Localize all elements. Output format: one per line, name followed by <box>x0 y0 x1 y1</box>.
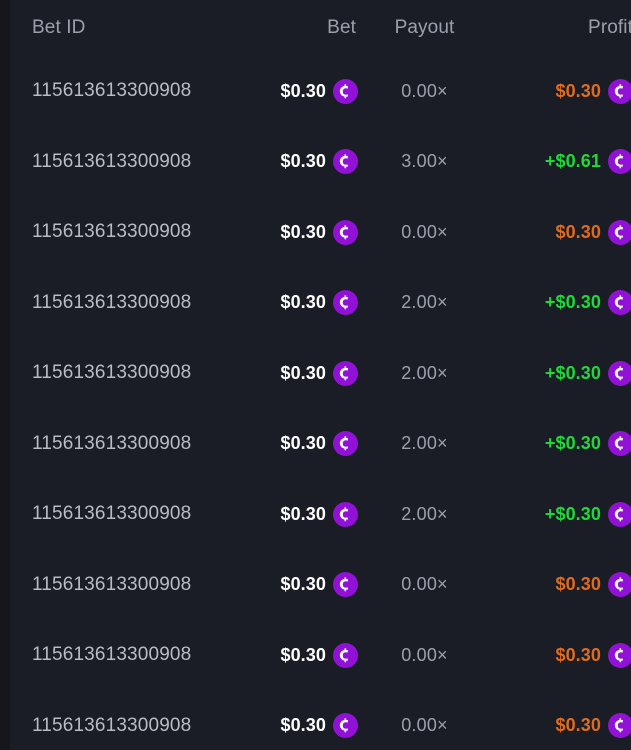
cell-profit: +$0.30 <box>487 290 631 316</box>
table-body: 115613613300908 $0.30 0.00× $0.30 11561361… <box>10 56 631 750</box>
bet-amount-text: $0.30 <box>280 221 326 242</box>
cent-coin-icon <box>608 78 631 104</box>
cell-payout: 2.00× <box>401 292 448 313</box>
profit-amount-text: +$0.30 <box>544 433 601 454</box>
table-row[interactable]: 115613613300908 $0.30 3.00× +$0.61 <box>10 127 631 198</box>
cell-profit: $0.30 <box>487 642 631 668</box>
bet-amount-text: $0.30 <box>280 503 326 524</box>
cell-payout: 2.00× <box>401 503 448 524</box>
bet-amount-text: $0.30 <box>280 80 326 101</box>
cell-bet-amount: $0.30 <box>250 219 362 245</box>
cell-bet-id[interactable]: 115613613300908 <box>32 291 192 313</box>
cent-coin-icon <box>608 149 631 175</box>
cent-coin-icon <box>333 431 358 457</box>
table-row[interactable]: 115613613300908 $0.30 0.00× $0.30 <box>10 197 631 268</box>
cell-payout: 0.00× <box>401 715 448 736</box>
profit-amount-text: $0.30 <box>555 221 601 242</box>
cent-coin-icon <box>608 360 631 386</box>
cell-profit: +$0.30 <box>487 501 631 527</box>
cell-profit: +$0.61 <box>487 149 631 175</box>
profit-amount-text: +$0.30 <box>544 503 601 524</box>
cell-bet-id[interactable]: 115613613300908 <box>32 503 192 525</box>
cell-profit: $0.30 <box>487 219 631 245</box>
cell-bet-amount: $0.30 <box>250 149 362 175</box>
cell-bet-amount: $0.30 <box>250 572 362 598</box>
bet-amount-text: $0.30 <box>280 433 326 454</box>
column-header-bet-id[interactable]: Bet ID <box>32 17 86 38</box>
cell-profit: +$0.30 <box>487 431 631 457</box>
bet-amount-text: $0.30 <box>280 644 326 665</box>
cell-bet-amount: $0.30 <box>250 642 362 668</box>
cell-payout: 0.00× <box>401 80 448 101</box>
table-row[interactable]: 115613613300908 $0.30 2.00× +$0.30 <box>10 479 631 550</box>
table-row[interactable]: 115613613300908 $0.30 2.00× +$0.30 <box>10 268 631 339</box>
cent-coin-icon <box>333 713 358 739</box>
cell-bet-id[interactable]: 115613613300908 <box>32 80 192 102</box>
bet-amount-text: $0.30 <box>280 715 326 736</box>
cent-coin-icon <box>333 149 358 175</box>
table-row[interactable]: 115613613300908 $0.30 0.00× $0.30 <box>10 691 631 750</box>
cent-coin-icon <box>608 642 631 668</box>
cell-bet-id[interactable]: 115613613300908 <box>32 573 192 595</box>
cell-payout: 0.00× <box>401 221 448 242</box>
cell-bet-id[interactable]: 115613613300908 <box>32 221 192 243</box>
cent-coin-icon <box>608 290 631 316</box>
cent-coin-icon <box>333 219 358 245</box>
cell-bet-amount: $0.30 <box>250 431 362 457</box>
cell-profit: $0.30 <box>487 713 631 739</box>
profit-amount-text: $0.30 <box>555 80 601 101</box>
cell-bet-id[interactable]: 115613613300908 <box>32 150 192 172</box>
cell-payout: 2.00× <box>401 433 448 454</box>
cell-payout: 3.00× <box>401 151 448 172</box>
bet-amount-text: $0.30 <box>280 151 326 172</box>
cell-payout: 2.00× <box>401 362 448 383</box>
cell-profit: $0.30 <box>487 78 631 104</box>
profit-amount-text: $0.30 <box>555 574 601 595</box>
profit-amount-text: $0.30 <box>555 715 601 736</box>
bet-amount-text: $0.30 <box>280 292 326 313</box>
cent-coin-icon <box>333 642 358 668</box>
cell-bet-id[interactable]: 115613613300908 <box>32 714 192 736</box>
table-row[interactable]: 115613613300908 $0.30 0.00× $0.30 <box>10 550 631 621</box>
cent-coin-icon <box>333 501 358 527</box>
table-row[interactable]: 115613613300908 $0.30 2.00× +$0.30 <box>10 338 631 409</box>
profit-amount-text: +$0.30 <box>544 362 601 383</box>
table-row[interactable]: 115613613300908 $0.30 0.00× $0.30 <box>10 620 631 691</box>
cell-bet-id[interactable]: 115613613300908 <box>32 362 192 384</box>
cent-coin-icon <box>608 219 631 245</box>
cent-coin-icon <box>333 78 358 104</box>
profit-amount-text: +$0.61 <box>544 151 601 172</box>
profit-amount-text: +$0.30 <box>544 292 601 313</box>
cell-payout: 0.00× <box>401 574 448 595</box>
cell-profit: +$0.30 <box>487 360 631 386</box>
bet-amount-text: $0.30 <box>280 574 326 595</box>
cell-bet-amount: $0.30 <box>250 713 362 739</box>
cent-coin-icon <box>608 431 631 457</box>
column-header-profit[interactable]: Profit <box>588 17 631 38</box>
cell-bet-id[interactable]: 115613613300908 <box>32 644 192 666</box>
cell-bet-id[interactable]: 115613613300908 <box>32 432 192 454</box>
cent-coin-icon <box>608 713 631 739</box>
column-header-bet[interactable]: Bet <box>327 17 356 38</box>
cell-bet-amount: $0.30 <box>250 290 362 316</box>
column-header-payout[interactable]: Payout <box>394 17 455 38</box>
cell-bet-amount: $0.30 <box>250 501 362 527</box>
cent-coin-icon <box>333 572 358 598</box>
cent-coin-icon <box>333 290 358 316</box>
table-header-row: Bet ID Bet Payout Profit <box>10 0 631 56</box>
cell-profit: $0.30 <box>487 572 631 598</box>
bet-history-table: Bet ID Bet Payout Profit 115613613300908… <box>10 0 631 750</box>
table-row[interactable]: 115613613300908 $0.30 0.00× $0.30 <box>10 56 631 127</box>
profit-amount-text: $0.30 <box>555 644 601 665</box>
cent-coin-icon <box>333 360 358 386</box>
cell-bet-amount: $0.30 <box>250 360 362 386</box>
cent-coin-icon <box>608 501 631 527</box>
cell-payout: 0.00× <box>401 644 448 665</box>
cent-coin-icon <box>608 572 631 598</box>
bet-amount-text: $0.30 <box>280 362 326 383</box>
cell-bet-amount: $0.30 <box>250 78 362 104</box>
table-row[interactable]: 115613613300908 $0.30 2.00× +$0.30 <box>10 409 631 480</box>
left-edge-gutter <box>0 0 10 750</box>
